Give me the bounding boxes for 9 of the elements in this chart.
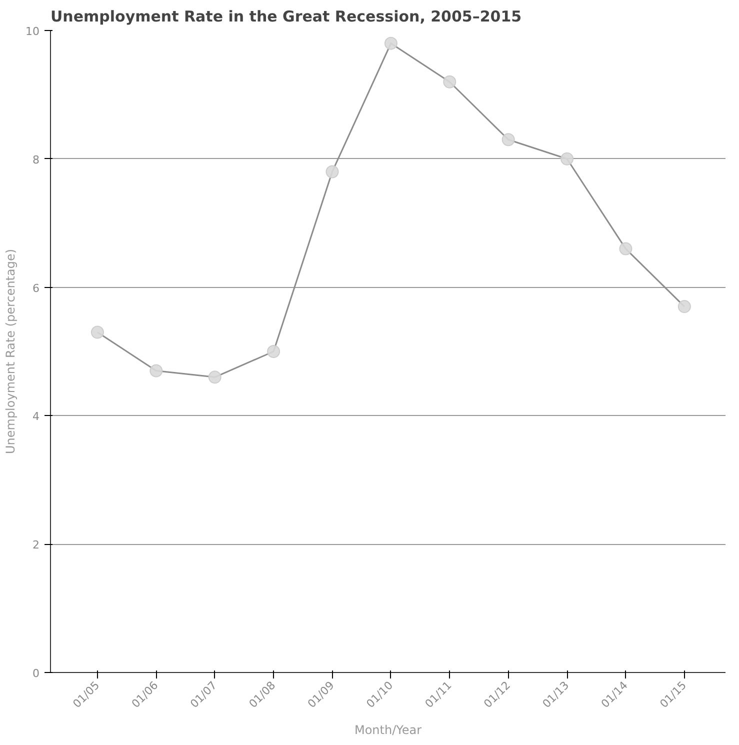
y-tick-label: 2 [32,538,40,552]
y-tick-label: 6 [32,282,40,295]
y-axis-title: Unemployment Rate (percentage) [4,248,18,454]
chart-title: Unemployment Rate in the Great Recession, 2005–2015 [50,8,522,26]
x-axis-title: Month/Year [354,723,422,738]
y-tick-label: 10 [26,25,40,38]
y-tick-label: 0 [32,667,40,680]
y-tick-label: 4 [32,410,40,424]
y-tick-label: 8 [32,153,40,166]
